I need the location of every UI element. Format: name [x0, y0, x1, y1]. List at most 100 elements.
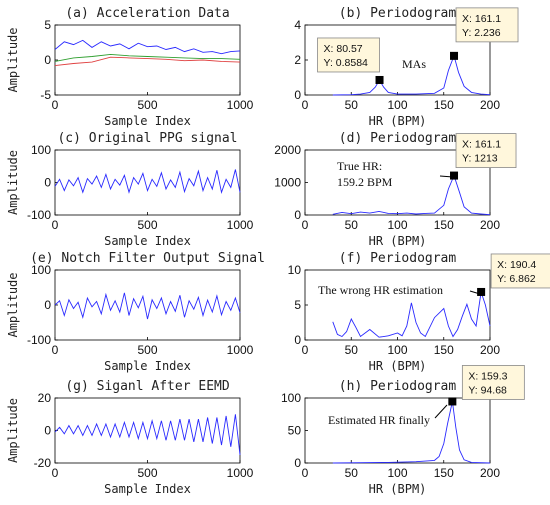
panel-b: (b) Periodogram HR (BPM) 0 50 100 150 200 0 2 4 X:…	[294, 6, 519, 128]
y-tick-label: 2	[294, 53, 301, 67]
x-tick-label: 500	[137, 98, 157, 112]
axes-box	[54, 397, 241, 464]
annotation-text: True HR:	[337, 159, 382, 173]
series-line	[54, 169, 241, 194]
x-tick-label: 0	[52, 218, 59, 232]
datatip-y: Y: 1213	[462, 153, 498, 165]
y-axis-label: Amplitude	[6, 27, 20, 92]
x-tick-label: 200	[480, 218, 500, 232]
datatip-x: X: 161.1	[462, 139, 501, 151]
x-tick-label: 100	[387, 218, 407, 232]
axes-box	[304, 397, 491, 464]
x-tick-label: 500	[137, 343, 157, 357]
series-line	[332, 54, 491, 96]
datatip-x: X: 80.57	[324, 43, 363, 55]
panel-h: (h) Periodogram HR (BPM) 0 50 100 150 200 0 50 10…	[281, 365, 525, 496]
y-tick-label: 0	[44, 424, 51, 438]
y-tick-label: 0	[44, 298, 51, 312]
y-tick-label: 1000	[274, 176, 301, 190]
y-tick-label: 100	[31, 263, 51, 277]
axes-box	[54, 149, 241, 216]
x-tick-label: 200	[480, 466, 500, 480]
series-line	[332, 401, 491, 464]
axes-box	[54, 24, 241, 96]
x-tick-label: 150	[434, 218, 454, 232]
x-tick-label: 500	[137, 218, 157, 232]
annotation-text: The wrong HR estimation	[318, 283, 443, 297]
data-point-marker	[450, 51, 459, 60]
annotation-arrow	[434, 404, 448, 419]
x-axis-label: HR (BPM)	[369, 359, 427, 373]
datatip-box	[490, 253, 550, 289]
panel-title: (f) Periodogram	[339, 251, 457, 266]
x-tick-label: 1000	[227, 466, 254, 480]
x-tick-label: 1000	[227, 218, 254, 232]
x-axis-label: HR (BPM)	[369, 482, 427, 496]
datatip-box	[461, 365, 525, 400]
x-tick-label: 150	[434, 343, 454, 357]
y-tick-label: 10	[288, 263, 302, 277]
panel-g: (g) Siganl After EEMD Sample Index Amplitu…	[6, 379, 254, 496]
x-axis-label: Sample Index	[104, 114, 191, 128]
datatip-box	[455, 7, 519, 43]
series-line	[332, 174, 491, 216]
datatip-x: X: 159.3	[468, 370, 507, 382]
panel-a: (a) Acceleration Data Sample Index Amplitu…	[6, 6, 254, 128]
x-axis-label: Sample Index	[104, 234, 191, 248]
datatip-x: X: 161.1	[462, 13, 501, 25]
y-tick-label: 0	[44, 53, 51, 67]
series-line	[54, 414, 241, 455]
x-tick-label: 0	[302, 98, 309, 112]
annotation-text: Estimated HR finally	[328, 413, 430, 427]
datatip-y: Y: 6.862	[497, 273, 536, 285]
annotation-text: 159.2 BPM	[337, 175, 393, 189]
y-tick-label: 4	[294, 18, 301, 32]
datatip-x: X: 190.4	[497, 259, 536, 271]
x-tick-label: 0	[302, 343, 309, 357]
x-tick-label: 100	[387, 98, 407, 112]
annotation-arrow	[439, 175, 454, 178]
y-axis-label: Amplitude	[6, 398, 20, 463]
x-axis-label: Sample Index	[104, 482, 191, 496]
series-line	[54, 53, 241, 62]
x-tick-label: 100	[387, 343, 407, 357]
x-axis-label: Sample Index	[104, 359, 191, 373]
y-tick-label: 5	[44, 18, 51, 32]
x-tick-label: 50	[345, 98, 359, 112]
data-point-marker	[448, 397, 457, 406]
panel-title: (e) Notch Filter Output Signal	[30, 251, 265, 266]
x-tick-label: 1000	[227, 343, 254, 357]
y-tick-label: 0	[294, 208, 301, 222]
datatip-box	[317, 37, 380, 73]
x-tick-label: 200	[480, 343, 500, 357]
x-tick-label: 0	[302, 466, 309, 480]
y-tick-label: 2000	[274, 143, 301, 157]
axes-box	[54, 269, 241, 341]
y-tick-label: 100	[31, 143, 51, 157]
series-line	[54, 292, 241, 320]
panel-c: (c) Original PPG signal Sample Index Ampli…	[6, 131, 254, 248]
panel-title: (b) Periodogram	[339, 6, 457, 21]
y-tick-label: -5	[40, 88, 51, 102]
panel-title: (h) Periodogram	[339, 379, 457, 394]
annotation-text: MAs	[402, 57, 426, 71]
panel-f: (f) Periodogram HR (BPM) 0 50 100 150 200 0 5 10 X…	[288, 251, 550, 373]
annotation-arrow	[469, 290, 481, 295]
panel-e: (e) Notch Filter Output Signal Sample Ind…	[6, 251, 265, 373]
y-tick-label: 0	[294, 456, 301, 470]
data-point-marker	[477, 287, 486, 296]
x-tick-label: 200	[480, 98, 500, 112]
datatip-box	[455, 133, 517, 168]
y-axis-label: Amplitude	[6, 150, 20, 215]
data-point-marker	[375, 75, 384, 84]
y-tick-label: 20	[38, 391, 52, 405]
y-tick-label: 100	[281, 391, 301, 405]
x-tick-label: 150	[434, 466, 454, 480]
axes-box	[304, 269, 491, 341]
x-axis-label: HR (BPM)	[369, 234, 427, 248]
datatip-y: Y: 94.68	[468, 384, 507, 396]
y-tick-label: 0	[44, 176, 51, 190]
panel-title: (g) Siganl After EEMD	[65, 379, 230, 394]
